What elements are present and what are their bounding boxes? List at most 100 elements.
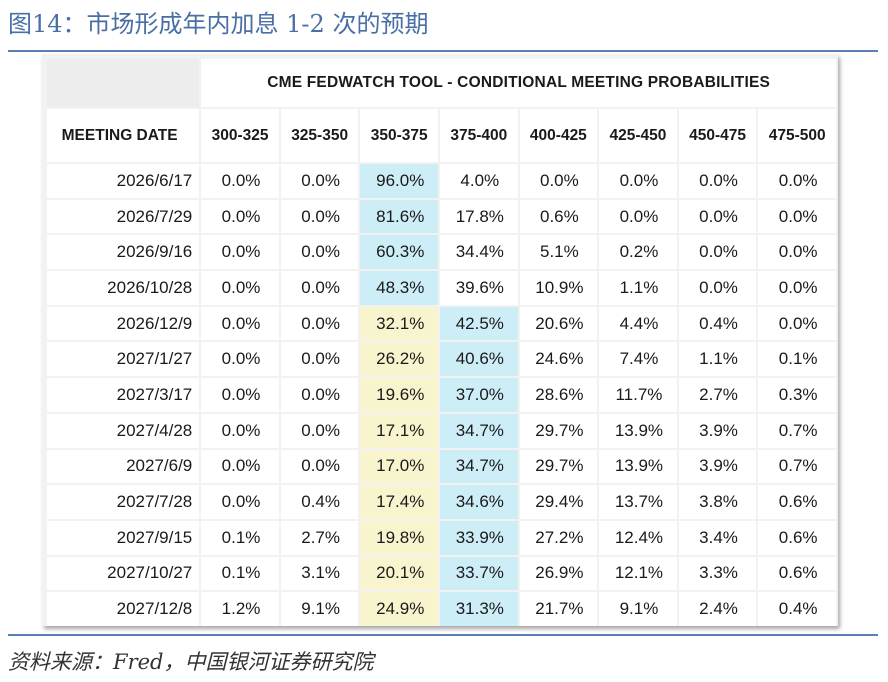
probability-cell: 11.7% — [599, 378, 677, 412]
probability-cell: 19.6% — [360, 378, 438, 412]
probability-cell: 17.1% — [360, 413, 438, 448]
probability-cell: 0.4% — [758, 592, 836, 626]
probability-cell: 0.6% — [758, 556, 836, 591]
rate-range-header: 400-425 — [519, 109, 598, 162]
source-rule — [8, 634, 878, 636]
probability-cell: 5.1% — [519, 235, 598, 270]
probability-cell: 17.8% — [440, 199, 518, 234]
probability-cell: 26.2% — [360, 342, 438, 377]
probability-cell: 0.1% — [201, 556, 279, 591]
probability-cell: 29.7% — [519, 413, 598, 448]
meeting-date-cell: 2027/12/8 — [47, 592, 200, 626]
table-row: 2026/6/17 0.0% 0.0% 96.0% 4.0% 0.0% 0.0% 0.0% 0.… — [47, 164, 836, 198]
meeting-date-cell: 2027/1/27 — [47, 342, 200, 377]
probability-cell: 0.0% — [758, 306, 836, 341]
probability-cell: 0.7% — [758, 449, 836, 484]
probability-cell: 1.2% — [201, 592, 279, 626]
probability-cell: 10.9% — [519, 271, 598, 305]
probability-cell: 33.9% — [440, 520, 518, 555]
rate-range-header: 350-375 — [360, 109, 438, 162]
probability-cell: 2.7% — [678, 378, 757, 412]
rate-range-header: 300-325 — [201, 109, 279, 162]
probability-cell: 3.9% — [678, 413, 757, 448]
probability-cell: 4.4% — [599, 306, 677, 341]
table-row: 2027/7/28 0.0% 0.4% 17.4% 34.6% 29.4% 13.7% 3.8… — [47, 485, 836, 519]
probability-cell: 19.8% — [360, 520, 438, 555]
probability-cell: 1.1% — [599, 271, 677, 305]
probability-cell: 31.3% — [440, 592, 518, 626]
probability-cell: 0.0% — [599, 199, 677, 234]
probability-cell: 2.7% — [280, 520, 359, 555]
rate-range-header: 425-450 — [599, 109, 677, 162]
rate-range-header: 450-475 — [678, 109, 757, 162]
probability-cell: 0.0% — [599, 164, 677, 198]
probability-cell: 34.7% — [440, 413, 518, 448]
probability-cell: 0.0% — [758, 271, 836, 305]
probability-cell: 28.6% — [519, 378, 598, 412]
probability-cell: 26.9% — [519, 556, 598, 591]
probability-cell: 0.0% — [758, 164, 836, 198]
probability-cell: 27.2% — [519, 520, 598, 555]
probability-cell: 0.0% — [280, 199, 359, 234]
probability-cell: 21.7% — [519, 592, 598, 626]
probability-cell: 39.6% — [440, 271, 518, 305]
probability-cell: 0.0% — [678, 164, 757, 198]
table-row: 2027/1/27 0.0% 0.0% 26.2% 40.6% 24.6% 7.4% 1.1%… — [47, 342, 836, 377]
probability-cell: 17.0% — [360, 449, 438, 484]
probability-cell: 0.6% — [519, 199, 598, 234]
column-header-row: MEETING DATE 300-325 325-350 350-375 375-40… — [47, 109, 836, 162]
table-row: 2027/6/9 0.0% 0.0% 17.0% 34.7% 29.7% 13.9% 3.9%… — [47, 449, 836, 484]
table-banner-row: CME FEDWATCH TOOL - CONDITIONAL MEETING … — [47, 59, 836, 107]
probability-cell: 0.1% — [201, 520, 279, 555]
probability-cell: 0.0% — [201, 413, 279, 448]
table-row: 2026/7/29 0.0% 0.0% 81.6% 17.8% 0.6% 0.0% 0.0% 0… — [47, 199, 836, 234]
probability-cell: 0.0% — [280, 306, 359, 341]
meeting-date-cell: 2027/10/27 — [47, 556, 200, 591]
probability-cell: 0.1% — [758, 342, 836, 377]
probability-cell: 0.4% — [678, 306, 757, 341]
probability-cell: 0.0% — [201, 235, 279, 270]
probability-cell: 0.7% — [758, 413, 836, 448]
probability-cell: 0.0% — [280, 342, 359, 377]
probability-cell: 29.4% — [519, 485, 598, 519]
probability-cell: 40.6% — [440, 342, 518, 377]
source-note: 资料来源：Fred，中国银河证券研究院 — [8, 650, 374, 674]
probability-cell: 12.1% — [599, 556, 677, 591]
table-row: 2027/9/15 0.1% 2.7% 19.8% 33.9% 27.2% 12.4% 3.4… — [47, 520, 836, 555]
probability-cell: 81.6% — [360, 199, 438, 234]
table-row: 2027/4/28 0.0% 0.0% 17.1% 34.7% 29.7% 13.9% 3.9… — [47, 413, 836, 448]
probability-cell: 0.0% — [519, 164, 598, 198]
meeting-date-cell: 2027/3/17 — [47, 378, 200, 412]
probability-cell: 42.5% — [440, 306, 518, 341]
probability-cell: 0.6% — [758, 520, 836, 555]
table-title: CME FEDWATCH TOOL - CONDITIONAL MEETING … — [201, 59, 836, 107]
meeting-date-cell: 2026/12/9 — [47, 306, 200, 341]
probability-cell: 0.0% — [280, 271, 359, 305]
meeting-date-cell: 2027/9/15 — [47, 520, 200, 555]
probability-cell: 32.1% — [360, 306, 438, 341]
probability-cell: 12.4% — [599, 520, 677, 555]
probability-cell: 13.9% — [599, 413, 677, 448]
probability-cell: 13.9% — [599, 449, 677, 484]
probability-cell: 60.3% — [360, 235, 438, 270]
figure-title: 图14：市场形成年内加息 1-2 次的预期 — [8, 10, 429, 38]
probability-cell: 13.7% — [599, 485, 677, 519]
probability-cell: 48.3% — [360, 271, 438, 305]
probability-cell: 2.4% — [678, 592, 757, 626]
probability-cell: 29.7% — [519, 449, 598, 484]
probability-cell: 34.4% — [440, 235, 518, 270]
probability-cell: 0.0% — [280, 378, 359, 412]
table-row: 2026/9/16 0.0% 0.0% 60.3% 34.4% 5.1% 0.2% 0.0% 0… — [47, 235, 836, 270]
probability-cell: 3.4% — [678, 520, 757, 555]
rate-range-header: 375-400 — [440, 109, 518, 162]
probability-cell: 34.7% — [440, 449, 518, 484]
meeting-date-cell: 2026/9/16 — [47, 235, 200, 270]
probability-cell: 1.1% — [678, 342, 757, 377]
probability-cell: 3.8% — [678, 485, 757, 519]
probability-cell: 3.9% — [678, 449, 757, 484]
probability-cell: 0.0% — [201, 271, 279, 305]
probability-cell: 0.3% — [758, 378, 836, 412]
probability-cell: 33.7% — [440, 556, 518, 591]
probability-cell: 20.6% — [519, 306, 598, 341]
probability-cell: 0.2% — [599, 235, 677, 270]
